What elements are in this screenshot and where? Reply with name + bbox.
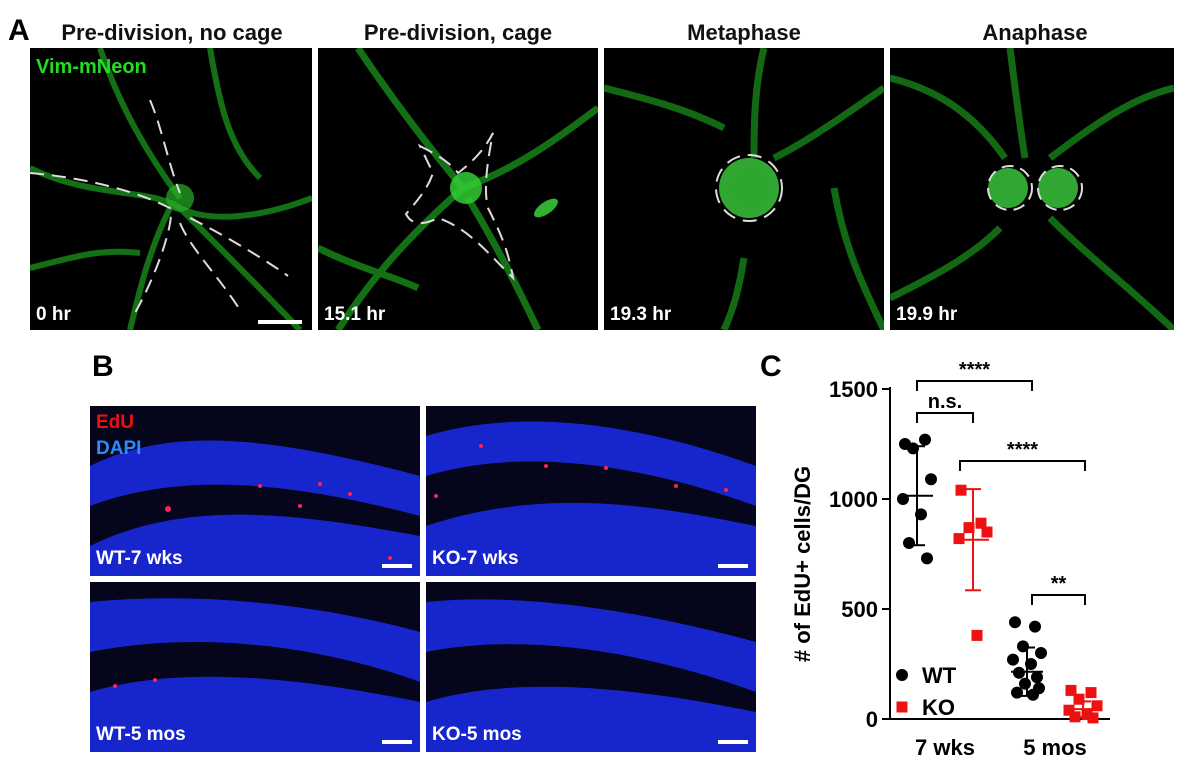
x-tick-label: 5 mos <box>1023 735 1087 760</box>
micrograph-cage-art <box>318 48 598 330</box>
micrograph-no-cage: Vim-mNeon 0 hr <box>30 48 312 330</box>
tile-label-ko-7wks: KO-7 wks <box>432 548 519 569</box>
tile-wt-5mos: WT-5 mos <box>90 582 420 752</box>
micrograph-anaphase-art <box>890 48 1174 330</box>
panel-c-letter: C <box>760 350 782 383</box>
legend-marker-ko <box>896 701 908 713</box>
data-point-ko <box>1065 684 1077 696</box>
data-point-ko <box>1073 693 1085 705</box>
data-point-ko <box>975 517 987 529</box>
tile-ko-7wks-art <box>426 421 756 576</box>
tile-label-wt-5mos: WT-5 mos <box>96 724 186 745</box>
legend-marker-wt <box>896 669 908 681</box>
panel-b-letter: B <box>92 350 114 383</box>
legend-edu: EdU <box>96 412 134 433</box>
tile-wt-5mos-art <box>90 598 420 752</box>
scale-bar <box>718 564 748 568</box>
data-point-wt <box>1031 671 1043 684</box>
scale-bar <box>382 740 412 744</box>
micrograph-metaphase-art <box>604 48 884 330</box>
tile-ko-5mos-art <box>426 599 756 752</box>
scale-bar <box>718 740 748 744</box>
data-point-ko <box>953 533 965 545</box>
data-point-wt <box>1035 647 1047 659</box>
significance-bracket <box>916 412 974 423</box>
edu-cells-chart: 0 500 1000 1500 7 wks 5 mos # of EdU+ cells/DG… <box>790 359 1110 760</box>
micrograph-no-cage-art <box>30 48 312 330</box>
significance-bracket <box>1031 594 1086 605</box>
data-point-wt <box>921 552 933 565</box>
micrograph-anaphase: 19.9 hr <box>890 48 1174 330</box>
timestamp-3: 19.9 hr <box>896 304 958 325</box>
timestamp-2: 19.3 hr <box>610 304 672 325</box>
significance-label: ** <box>1051 573 1067 595</box>
tile-label-wt-7wks: WT-7 wks <box>96 548 183 569</box>
data-point-wt <box>1027 688 1039 701</box>
y-axis-label: # of EdU+ cells/DG <box>790 466 815 662</box>
data-point-ko <box>955 484 967 496</box>
significance-label: **** <box>959 359 990 381</box>
vim-mneon-label: Vim-mNeon <box>36 56 147 78</box>
data-point-wt <box>925 473 937 486</box>
panel-a-title-4: Anaphase <box>982 20 1088 45</box>
tile-label-ko-5mos: KO-5 mos <box>432 724 522 745</box>
tile-ko-5mos: KO-5 mos <box>426 582 756 752</box>
scale-bar <box>382 564 412 568</box>
legend-label-wt: WT <box>922 663 957 688</box>
x-tick-label: 7 wks <box>915 735 975 760</box>
y-tick-label: 500 <box>841 597 878 622</box>
y-tick-label: 1000 <box>829 487 878 512</box>
data-point-wt <box>1009 616 1021 629</box>
data-point-ko <box>971 629 983 641</box>
timestamp-0: 0 hr <box>36 304 71 325</box>
panel-a-title-1: Pre-division, no cage <box>61 20 283 45</box>
scale-bar <box>258 320 302 324</box>
data-point-ko <box>1081 709 1093 721</box>
data-point-ko <box>1087 712 1099 724</box>
micrograph-metaphase: 19.3 hr <box>604 48 884 330</box>
data-point-ko <box>1063 704 1075 716</box>
data-point-wt <box>1007 653 1019 666</box>
micrograph-cage: 15.1 hr <box>318 48 598 330</box>
data-point-wt <box>1013 666 1025 679</box>
data-point-wt <box>1029 620 1041 633</box>
data-point-ko <box>963 522 975 534</box>
tile-ko-7wks: KO-7 wks <box>426 406 756 576</box>
data-point-ko <box>1091 700 1103 712</box>
tile-wt-7wks-art <box>90 440 420 576</box>
panel-a-title-3: Metaphase <box>687 20 801 45</box>
data-point-wt <box>903 537 915 549</box>
significance-bracket <box>916 380 1033 391</box>
significance-bracket <box>959 460 1086 471</box>
data-point-ko <box>1085 687 1097 699</box>
data-point-wt <box>919 433 931 446</box>
y-tick-label: 0 <box>866 707 878 732</box>
tile-wt-7wks: EdU DAPI WT-7 wks <box>90 406 420 576</box>
significance-label: **** <box>1007 439 1038 461</box>
panel-a-letter: A <box>8 14 30 47</box>
significance-label: n.s. <box>928 391 962 413</box>
panel-a-title-2: Pre-division, cage <box>363 20 553 45</box>
data-point-ko <box>981 526 993 538</box>
legend-label-ko: KO <box>922 695 955 720</box>
legend-dapi: DAPI <box>96 438 142 459</box>
timestamp-1: 15.1 hr <box>324 304 386 325</box>
y-tick-label: 1500 <box>829 377 878 402</box>
